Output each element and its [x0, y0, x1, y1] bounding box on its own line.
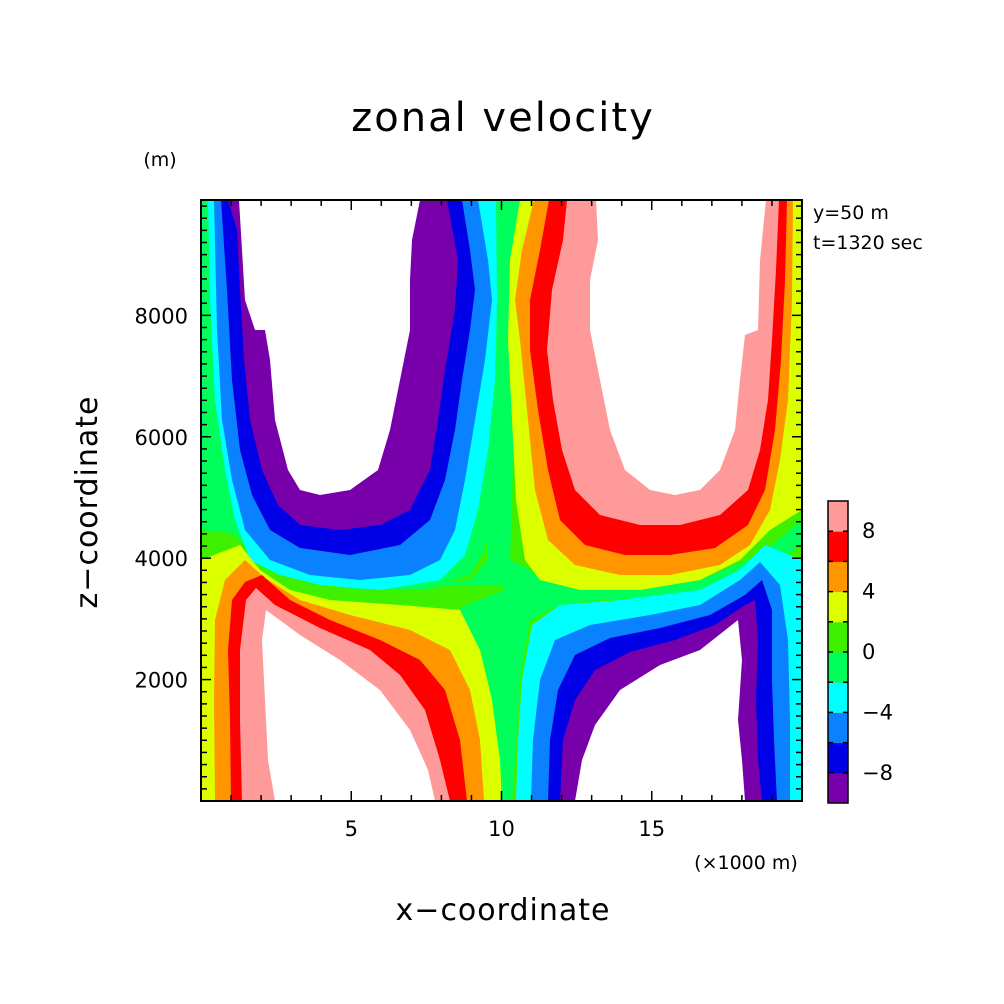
x-tick-label: 10	[488, 817, 515, 841]
y-tick-label: 8000	[135, 304, 188, 328]
x-tick-label: 5	[345, 817, 358, 841]
colorbar-swatch	[828, 682, 848, 713]
colorbar-swatch	[828, 712, 848, 744]
colorbar-swatch	[828, 772, 848, 804]
upper-right-core	[590, 200, 766, 495]
lower-right-core	[575, 620, 745, 801]
chart-title: zonal velocity	[351, 95, 655, 141]
colorbar-tick-label: −4	[862, 700, 893, 724]
colorbar-tick-label: 0	[862, 640, 875, 664]
colorbar-swatch	[828, 591, 848, 623]
colorbar-swatch	[828, 652, 848, 683]
colorbar: 8 4 0 −4 −8	[827, 500, 893, 804]
y-tick-label: 6000	[135, 426, 188, 450]
y-tick-label: 2000	[135, 669, 188, 693]
y-axis: 2000 4000 6000 8000	[135, 205, 802, 790]
upper-left-core	[239, 200, 420, 495]
x-axis-label: x−coordinate	[396, 893, 611, 928]
colorbar-tick-label: 4	[862, 580, 875, 604]
x-unit-label: (×1000 m)	[694, 852, 798, 874]
colorbar-swatch	[828, 501, 848, 532]
y-unit-label: (m)	[143, 149, 176, 171]
colorbar-swatch	[828, 531, 848, 562]
x-axis: 5 10 15	[230, 200, 773, 841]
lower-left-core	[262, 610, 435, 801]
y-axis-label: z−coordinate	[70, 396, 105, 609]
colorbar-tick-label: 8	[862, 519, 875, 543]
info-line-t: t=1320 sec	[813, 232, 923, 254]
contour-field	[201, 200, 802, 801]
colorbar-swatch	[828, 561, 848, 593]
colorbar-swatch	[828, 742, 848, 774]
info-line-y: y=50 m	[813, 202, 889, 224]
colorbar-swatch	[828, 621, 848, 653]
y-tick-label: 4000	[135, 547, 188, 571]
colorbar-tick-label: −8	[862, 761, 893, 785]
x-tick-label: 15	[638, 817, 665, 841]
